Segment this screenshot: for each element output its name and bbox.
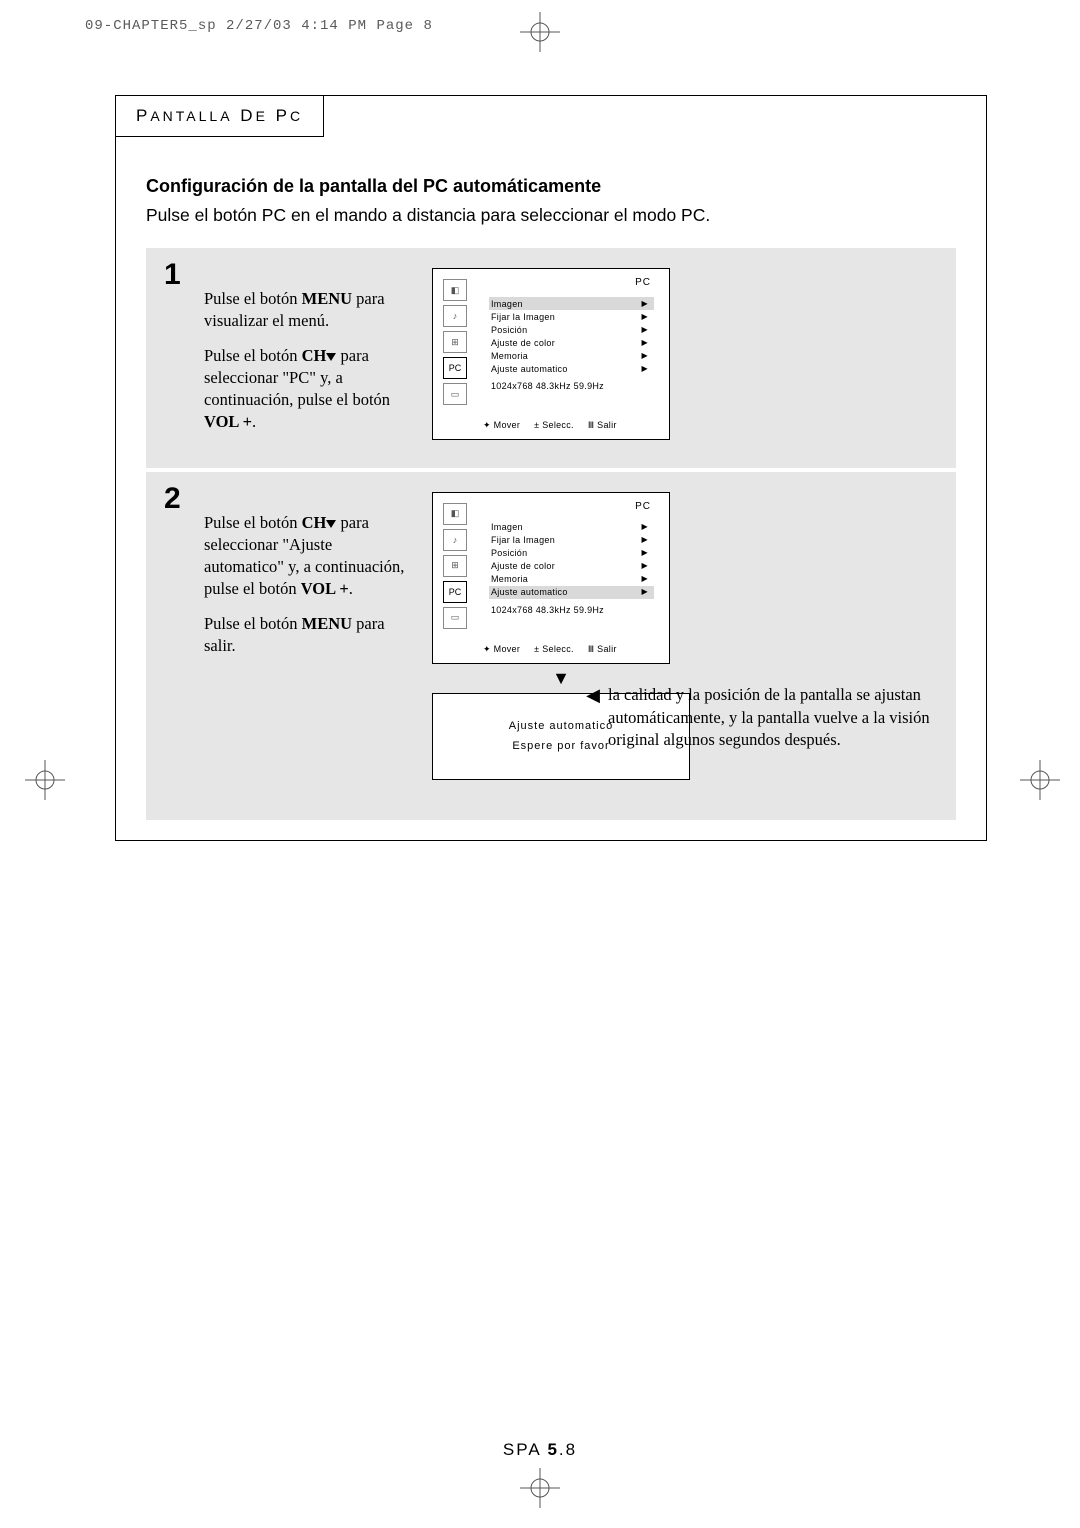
page-number: SPA 5.8: [503, 1440, 577, 1460]
osd-tabs: ◧ ♪ ⊞ PC ▭: [443, 279, 469, 409]
osd-tab-icon: PC: [443, 357, 467, 379]
step-1-p2: Pulse el botón CH para seleccionar "PC" …: [204, 345, 414, 434]
osd-tab-icon: ◧: [443, 279, 467, 301]
step-2: 2 Pulse el botón CH para seleccionar "Aj…: [146, 472, 956, 821]
osd-menu-item: Imagen▶: [489, 521, 654, 534]
osd-step1: ◧ ♪ ⊞ PC ▭ PC Imagen▶Fijar la Imagen▶Pos…: [432, 268, 670, 440]
page-frame: PANTALLA DE PC Configuración de la panta…: [115, 95, 987, 841]
crop-mark-top: [520, 12, 560, 52]
osd-tabs: ◧ ♪ ⊞ PC ▭: [443, 503, 469, 633]
osd-title: PC: [635, 501, 651, 512]
osd-footer-selecc: ± Selecc.: [534, 420, 574, 431]
arrow-left-icon: ◀: [586, 682, 600, 704]
osd-menu-item: Posición▶: [489, 323, 654, 336]
osd-tab-icon: ♪: [443, 529, 467, 551]
content-area: Configuración de la pantalla del PC auto…: [116, 96, 986, 834]
osd-menu-item: Fijar la Imagen▶: [489, 310, 654, 323]
osd-title: PC: [635, 277, 651, 288]
osd-menu-item: Ajuste automatico▶: [489, 586, 654, 599]
crop-mark-left: [25, 760, 65, 800]
osd-tab-icon: ⊞: [443, 555, 467, 577]
osd-footer-mover: ✦ Mover: [483, 420, 520, 431]
osd-tab-icon: ▭: [443, 383, 467, 405]
osd-footer-selecc: ± Selecc.: [534, 644, 574, 655]
step-1: 1 Pulse el botón MENU para visualizar el…: [146, 248, 956, 468]
osd-tab-icon: ▭: [443, 607, 467, 629]
result-text: la calidad y la posición de la pantalla …: [608, 682, 938, 751]
osd-menu: Imagen▶Fijar la Imagen▶Posición▶Ajuste d…: [489, 297, 654, 391]
step-2-p2: Pulse el botón MENU para salir.: [204, 613, 414, 658]
osd-step2: ◧ ♪ ⊞ PC ▭ PC Imagen▶Fijar la Imagen▶Pos…: [432, 492, 670, 664]
osd-tab-icon: ◧: [443, 503, 467, 525]
osd-menu-item: Ajuste de color▶: [489, 336, 654, 349]
osd-menu-item: Ajuste de color▶: [489, 560, 654, 573]
osd-menu-item: Memoria▶: [489, 573, 654, 586]
osd-tab-icon: ⊞: [443, 331, 467, 353]
osd-menu-item: Posición▶: [489, 547, 654, 560]
section-title: PANTALLA DE PC: [115, 95, 324, 137]
osd-tab-icon: PC: [443, 581, 467, 603]
step-1-osd-wrap: ◧ ♪ ⊞ PC ▭ PC Imagen▶Fijar la Imagen▶Pos…: [432, 260, 670, 446]
step-1-text: Pulse el botón MENU para visualizar el m…: [204, 260, 414, 446]
step-1-p1: Pulse el botón MENU para visualizar el m…: [204, 288, 414, 333]
osd-footer: ✦ Mover ± Selecc. Ⅲ Salir: [483, 644, 659, 655]
crop-mark-bottom: [520, 1468, 560, 1508]
osd-menu-item: Ajuste automatico▶: [489, 362, 654, 375]
osd-menu-item: Imagen▶: [489, 297, 654, 310]
osd-menu: Imagen▶Fijar la Imagen▶Posición▶Ajuste d…: [489, 521, 654, 615]
osd-tab-icon: ♪: [443, 305, 467, 327]
osd-footer: ✦ Mover ± Selecc. Ⅲ Salir: [483, 420, 659, 431]
osd-resolution: 1024x768 48.3kHz 59.9Hz: [489, 599, 654, 615]
osd-menu-item: Memoria▶: [489, 349, 654, 362]
osd-resolution: 1024x768 48.3kHz 59.9Hz: [489, 375, 654, 391]
step-2-p1: Pulse el botón CH para seleccionar "Ajus…: [204, 512, 414, 601]
result-row: ◀ la calidad y la posición de la pantall…: [164, 682, 938, 798]
osd-footer-salir: Ⅲ Salir: [588, 420, 617, 431]
print-header: 09-CHAPTER5_sp 2/27/03 4:14 PM Page 8: [85, 18, 433, 34]
osd-footer-mover: ✦ Mover: [483, 644, 520, 655]
step-1-number: 1: [164, 260, 186, 446]
osd-footer-salir: Ⅲ Salir: [588, 644, 617, 655]
crop-mark-right: [1020, 760, 1060, 800]
heading: Configuración de la pantalla del PC auto…: [146, 176, 956, 197]
intro-text: Pulse el botón PC en el mando a distanci…: [146, 205, 956, 226]
osd-menu-item: Fijar la Imagen▶: [489, 534, 654, 547]
